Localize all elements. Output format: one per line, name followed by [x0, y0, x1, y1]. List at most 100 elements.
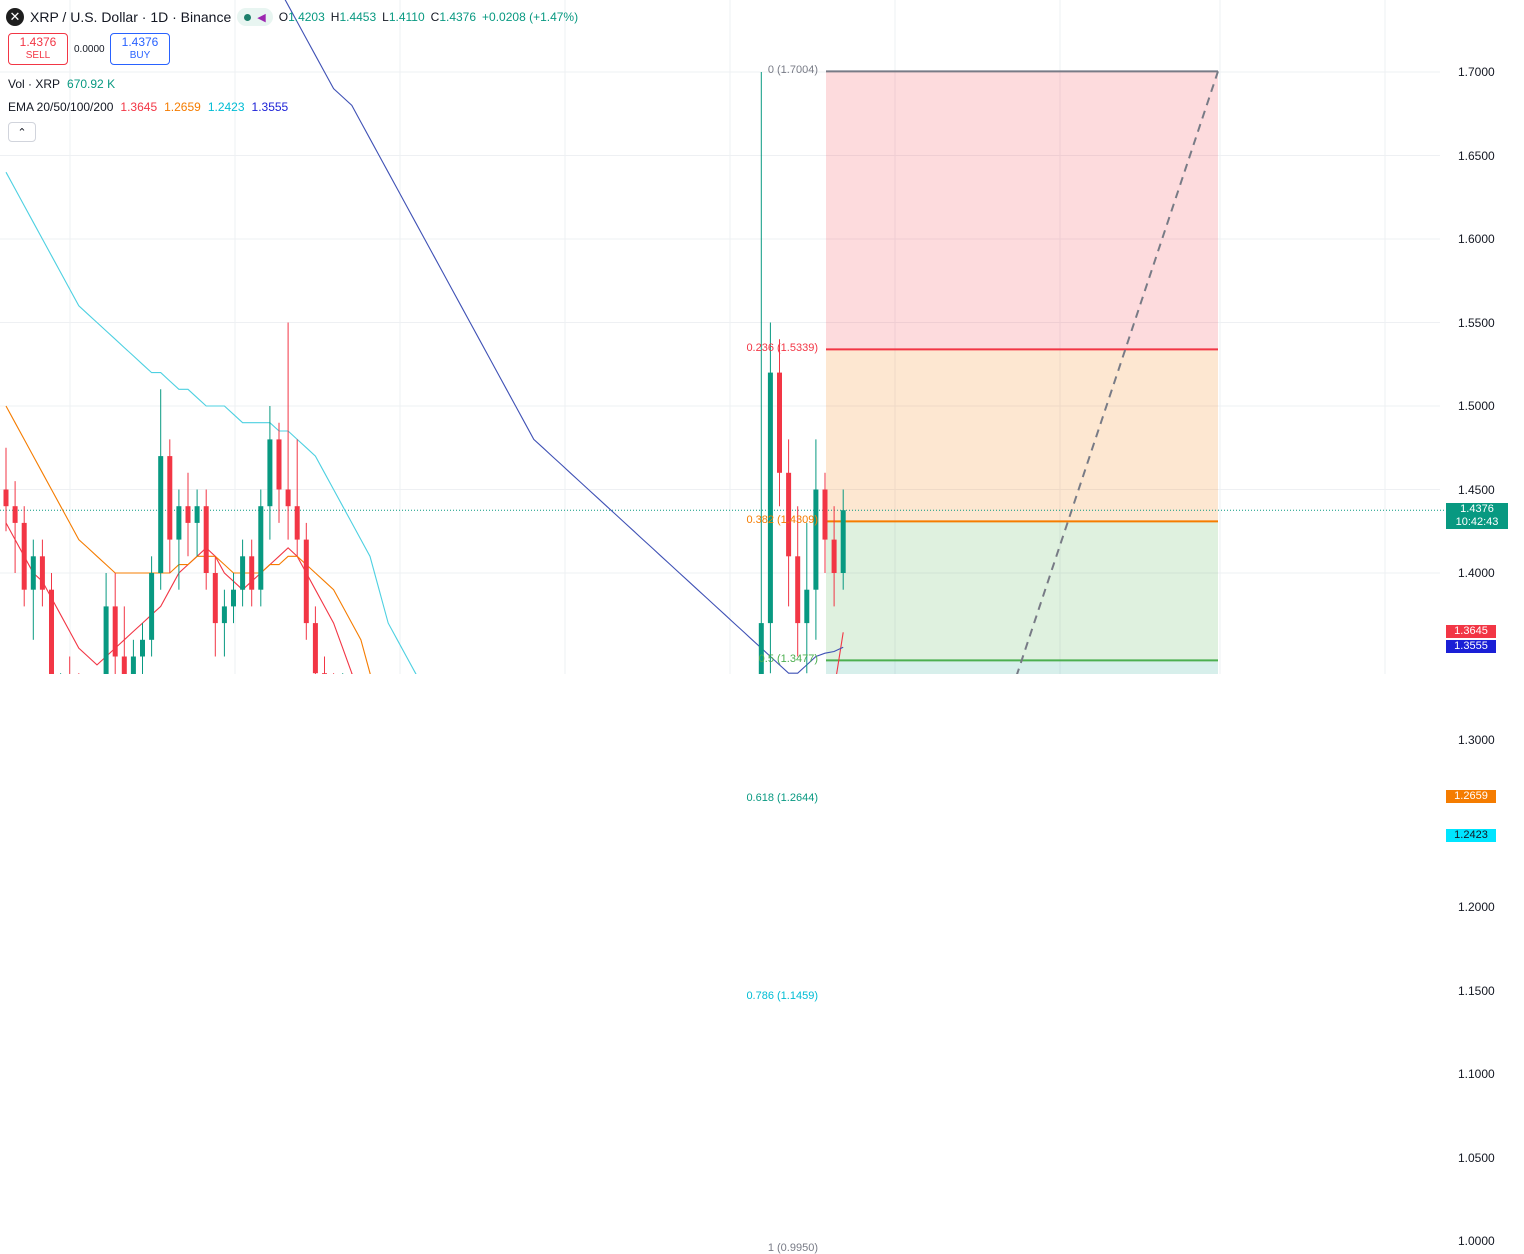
candle-body — [140, 639, 145, 657]
candle-body — [294, 506, 300, 540]
candle-body — [249, 556, 255, 590]
price-tag-value: 1.4376 — [1460, 503, 1494, 516]
ohlc-close: C1.4376 — [430, 10, 477, 24]
candle-body — [822, 489, 828, 540]
price-axis-label: 1.4500 — [1458, 482, 1495, 497]
price-axis-label: 1.6000 — [1458, 232, 1495, 246]
ema-line-ema20 — [5, 522, 844, 674]
price-tag-value: 1.3555 — [1454, 640, 1488, 653]
candle-body — [777, 372, 782, 473]
candle-body — [813, 489, 819, 590]
candle-body — [285, 489, 291, 507]
collapse-legend-button[interactable]: ⌃ — [8, 122, 36, 142]
candle-body — [112, 606, 118, 657]
volume-label: Vol · XRP — [8, 77, 61, 91]
fib-level-label: 0.5 (1.3477) — [758, 653, 818, 666]
chart-header: ✕ XRP / U.S. Dollar · 1D · Binance ◀ O1.… — [6, 6, 578, 28]
candle-body — [231, 589, 236, 607]
price-tag: 1.3645 — [1446, 625, 1496, 639]
price-tag-value: 1.2659 — [1454, 789, 1488, 802]
ohlc-values: O1.4203 H1.4453 L1.4110 C1.4376 +0.0208 … — [279, 10, 578, 24]
sell-label: SELL — [25, 50, 51, 61]
candle-body — [149, 573, 155, 640]
fib-level-label: 0 (1.7004) — [767, 64, 818, 77]
price-axis-label: 1.6500 — [1458, 148, 1495, 163]
price-axis-label: 1.3000 — [1458, 733, 1495, 747]
candle-body — [276, 439, 282, 490]
market-open-dot-icon — [244, 13, 252, 21]
fib-level-label: 0.786 (1.1459) — [746, 990, 818, 1003]
candle-body — [39, 556, 45, 590]
candle-body — [176, 506, 182, 540]
price-axis-label: 1.2000 — [1458, 900, 1495, 914]
price-axis-label: 1.0500 — [1458, 1150, 1495, 1165]
candle-body — [203, 506, 209, 573]
candle-body — [795, 556, 801, 624]
sell-button[interactable]: 1.4376 SELL — [8, 33, 68, 65]
candle-body — [167, 456, 173, 540]
price-axis-label: 1.4000 — [1458, 566, 1495, 580]
candle-body — [258, 506, 264, 590]
fib-zone — [826, 71, 1218, 350]
price-tag: 1.4376 10:42:43 — [1446, 503, 1508, 530]
ema-line-ema100 — [5, 171, 417, 674]
price-tag: 1.2423 — [1446, 829, 1496, 843]
candle-body — [303, 539, 309, 624]
price-chart[interactable] — [0, 0, 1524, 674]
symbol-title[interactable]: XRP / U.S. Dollar · 1D · Binance — [30, 9, 232, 25]
price-tag-value: 1.2423 — [1454, 829, 1488, 842]
price-axis-label: 1.0000 — [1458, 1234, 1495, 1248]
candle-body — [758, 623, 764, 674]
candle-body — [786, 472, 792, 557]
candle-body — [130, 656, 136, 674]
market-status-pill[interactable]: ◀ — [237, 8, 273, 26]
ema-legend[interactable]: EMA 20/50/100/200 1.3645 1.2659 1.2423 1… — [8, 100, 288, 114]
price-axis-label: 1.1000 — [1458, 1067, 1495, 1081]
candle-body — [312, 623, 318, 674]
candle-body — [3, 489, 9, 507]
buy-price: 1.4376 — [121, 35, 159, 49]
ema-line-ema50 — [5, 405, 371, 674]
fib-zone — [826, 521, 1218, 661]
spread-value: 0.0000 — [74, 43, 105, 55]
price-tag-countdown: 10:42:43 — [1455, 516, 1499, 529]
candle-body — [840, 510, 846, 573]
ohlc-open: O1.4203 — [278, 10, 325, 24]
price-tag: 1.3555 — [1446, 640, 1496, 654]
ema200-value: 1.3555 — [251, 100, 289, 114]
ema-line-ema200 — [284, 0, 844, 674]
fib-level-label: 1 (0.9950) — [767, 1242, 818, 1254]
candle-body — [21, 522, 27, 590]
candle-body — [12, 506, 18, 523]
volume-legend[interactable]: Vol · XRP 670.92 K — [8, 77, 115, 91]
candle-body — [121, 656, 127, 674]
candle-body — [212, 573, 218, 624]
candle-body — [804, 589, 810, 624]
fib-zone — [826, 660, 1218, 674]
fib-level-label: 0.236 (1.5339) — [746, 342, 818, 355]
fib-level-label: 0.382 (1.4309) — [746, 514, 818, 527]
ema20-value: 1.3645 — [120, 100, 158, 114]
price-axis-label: 1.5500 — [1458, 315, 1495, 330]
candle-body — [30, 556, 36, 590]
fib-zone — [826, 349, 1218, 522]
price-tag: 1.2659 — [1446, 789, 1496, 803]
candle-body — [767, 372, 773, 624]
sell-price: 1.4376 — [19, 35, 57, 49]
ohlc-high: H1.4453 — [330, 10, 377, 24]
candle-body — [831, 539, 837, 573]
candle-body — [158, 456, 164, 573]
candle-body — [194, 506, 200, 523]
ohlc-change: +0.0208 (+1.47%) — [482, 10, 579, 24]
price-axis-label: 1.7000 — [1458, 65, 1495, 79]
candle-body — [240, 556, 246, 590]
fib-trend-line — [1016, 71, 1219, 674]
price-axis-label: 1.5000 — [1458, 399, 1495, 413]
candle-body — [49, 589, 54, 674]
price-tag-value: 1.3645 — [1454, 625, 1488, 638]
ema50-value: 1.2659 — [164, 100, 201, 114]
fib-level-label: 0.618 (1.2644) — [746, 792, 818, 805]
candle-body — [267, 439, 273, 507]
buy-button[interactable]: 1.4376 BUY — [110, 33, 170, 65]
candle-body — [221, 606, 227, 624]
